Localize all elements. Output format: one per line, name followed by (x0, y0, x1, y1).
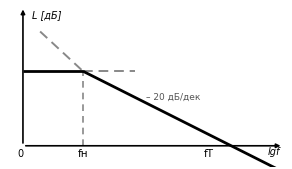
Text: 0: 0 (17, 149, 23, 159)
Text: lgf: lgf (268, 147, 281, 158)
Text: fТ: fТ (204, 149, 214, 159)
Text: – 20 дБ/дек: – 20 дБ/дек (146, 93, 200, 102)
Text: fн: fн (78, 149, 88, 159)
Text: L [дБ]: L [дБ] (32, 10, 61, 20)
